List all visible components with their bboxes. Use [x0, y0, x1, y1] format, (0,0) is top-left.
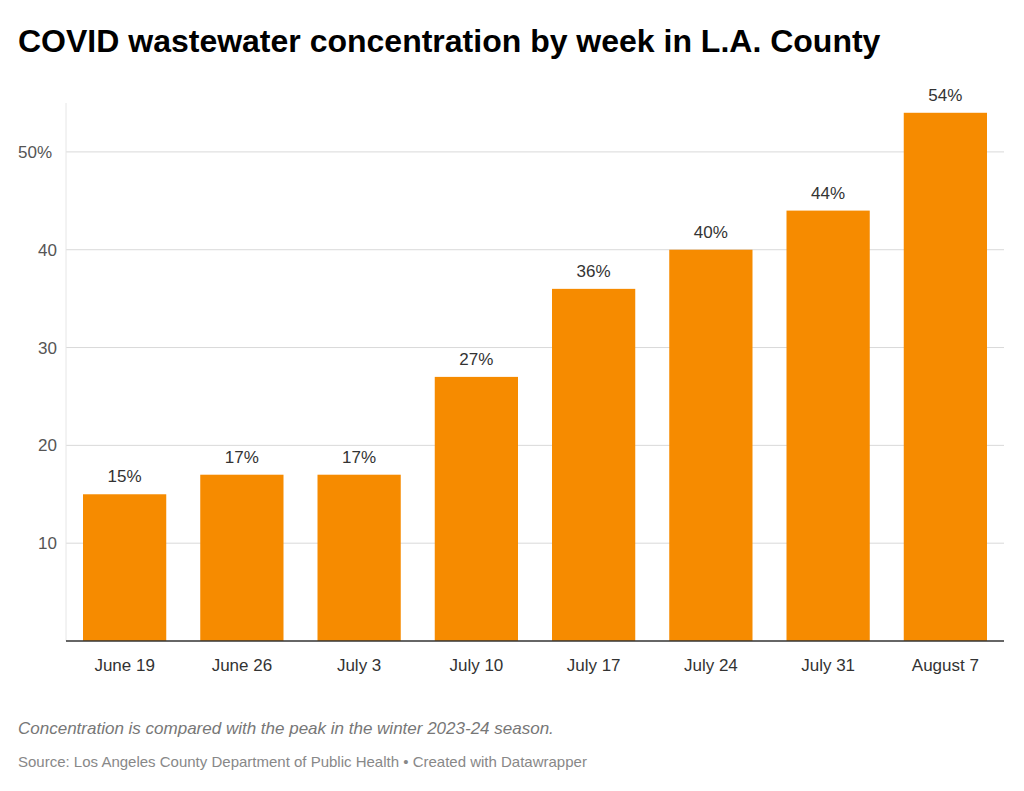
data-label: 44% — [811, 184, 845, 203]
bar — [787, 211, 870, 641]
title: COVID wastewater concentration by week i… — [18, 23, 881, 59]
x-tick-label: June 19 — [94, 656, 155, 675]
data-label: 36% — [577, 262, 611, 281]
bar — [669, 250, 752, 641]
x-tick-label: August 7 — [912, 656, 979, 675]
x-tick-label: July 17 — [567, 656, 621, 675]
data-label: 27% — [459, 350, 493, 369]
bar — [83, 494, 166, 641]
bars — [83, 113, 987, 641]
note: Concentration is compared with the peak … — [18, 719, 554, 738]
source: Source: Los Angeles County Department of… — [18, 753, 587, 770]
bar — [200, 475, 283, 641]
y-tick-label: 40 — [38, 241, 57, 260]
x-tick-label: July 31 — [801, 656, 855, 675]
x-tick-label: July 3 — [337, 656, 381, 675]
y-tick-label: 30 — [38, 339, 57, 358]
bar — [318, 475, 401, 641]
bar — [904, 113, 987, 641]
x-tick-label: July 24 — [684, 656, 738, 675]
y-tick-label: 50% — [18, 143, 52, 162]
data-label: 15% — [108, 467, 142, 486]
data-label: 54% — [928, 86, 962, 105]
bar — [552, 289, 635, 641]
y-axis-line — [66, 103, 67, 641]
chart: COVID wastewater concentration by week i… — [0, 0, 1024, 791]
y-tick-label: 20 — [38, 436, 57, 455]
data-label: 17% — [225, 448, 259, 467]
bar — [435, 377, 518, 641]
grid-line — [66, 151, 1004, 152]
y-tick-label: 10 — [38, 534, 57, 553]
x-tick-label: June 26 — [212, 656, 273, 675]
data-label: 40% — [694, 223, 728, 242]
x-tick-label: July 10 — [449, 656, 503, 675]
data-label: 17% — [342, 448, 376, 467]
baseline — [66, 640, 1004, 642]
